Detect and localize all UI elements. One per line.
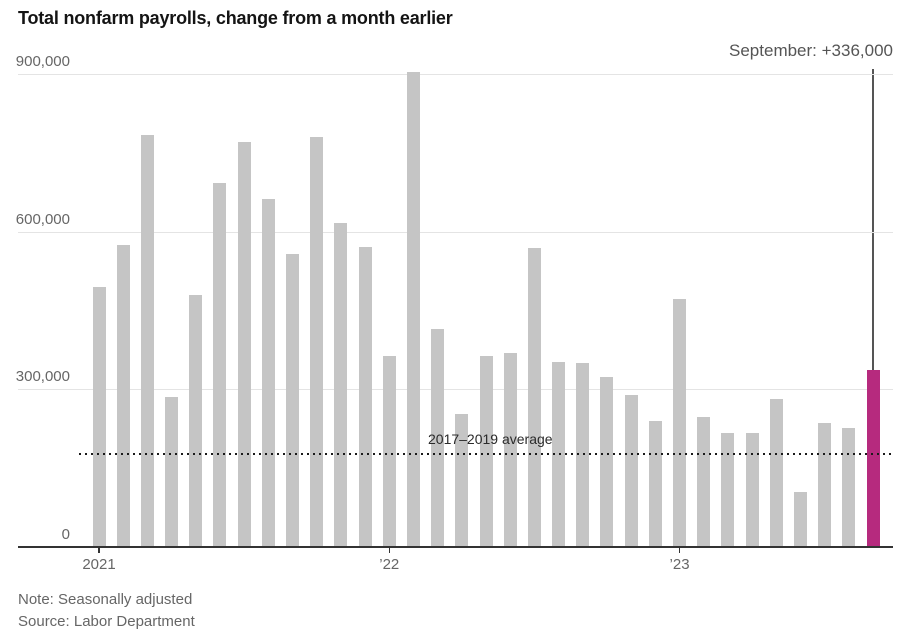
bar-nov-2022 (624, 395, 638, 547)
x-axis-tick-mark (678, 548, 681, 553)
bar-may-2022 (479, 356, 493, 547)
bar-oct-2021 (310, 137, 324, 547)
gridline-300000 (18, 389, 893, 391)
bar-dec-2022 (648, 421, 662, 547)
bar-nov-2021 (334, 223, 348, 547)
bar-apr-2023 (745, 433, 759, 547)
bar-jul-2022 (527, 248, 541, 547)
bar-apr-2021 (165, 397, 179, 547)
highlight-annotation-line (872, 69, 874, 370)
gridline-900000 (18, 74, 893, 75)
x-axis-tick-label: 2021 (82, 556, 116, 573)
bar-sep-2022 (576, 363, 590, 547)
gridline-600000 (18, 231, 893, 233)
bar-feb-2023 (697, 417, 711, 547)
bar-may-2021 (189, 295, 203, 547)
reference-dotted-line (79, 452, 895, 455)
bar-jan-2023 (673, 299, 687, 547)
bar-may-2023 (769, 399, 783, 547)
x-axis-line (18, 546, 893, 548)
bar-feb-2021 (116, 245, 130, 547)
bar-mar-2023 (721, 433, 735, 547)
bar-aug-2021 (261, 199, 275, 547)
y-axis-tick-label: 600,000 (15, 210, 70, 228)
chart-source: Source: Labor Department (18, 613, 195, 630)
bar-jan-2022 (382, 356, 396, 547)
bar-jun-2023 (794, 492, 807, 547)
x-axis-tick-mark (388, 548, 391, 553)
bar-mar-2022 (431, 329, 445, 547)
x-axis-tick-label: ’23 (669, 556, 690, 573)
bar-aug-2023 (842, 428, 856, 547)
bar-sep-2021 (286, 254, 300, 547)
highlight-annotation-label: September: +336,000 (729, 41, 893, 60)
bar-sep-2023-highlighted (866, 370, 880, 547)
y-axis-tick-label: 300,000 (15, 368, 70, 386)
bar-mar-2021 (140, 135, 154, 547)
bar-jul-2021 (237, 142, 251, 547)
bar-dec-2021 (358, 247, 372, 547)
y-axis-tick-label: 900,000 (15, 53, 70, 70)
bar-jul-2023 (818, 423, 832, 547)
bar-oct-2022 (600, 377, 614, 547)
reference-line-label: 2017–2019 average (428, 431, 553, 447)
y-axis-tick-label: 0 (61, 526, 70, 543)
chart-note: Note: Seasonally adjusted (18, 591, 193, 608)
chart-footnotes: Note: Seasonally adjusted Source: Labor … (18, 589, 195, 633)
bar-apr-2022 (455, 414, 469, 547)
bar-jun-2021 (213, 183, 227, 547)
x-axis-tick-mark (98, 548, 100, 553)
chart-title: Total nonfarm payrolls, change from a mo… (18, 8, 453, 28)
bar-feb-2022 (406, 72, 420, 547)
bar-jan-2021 (92, 287, 106, 547)
x-axis-tick-label: ’22 (379, 556, 400, 573)
bar-jun-2022 (503, 353, 517, 547)
